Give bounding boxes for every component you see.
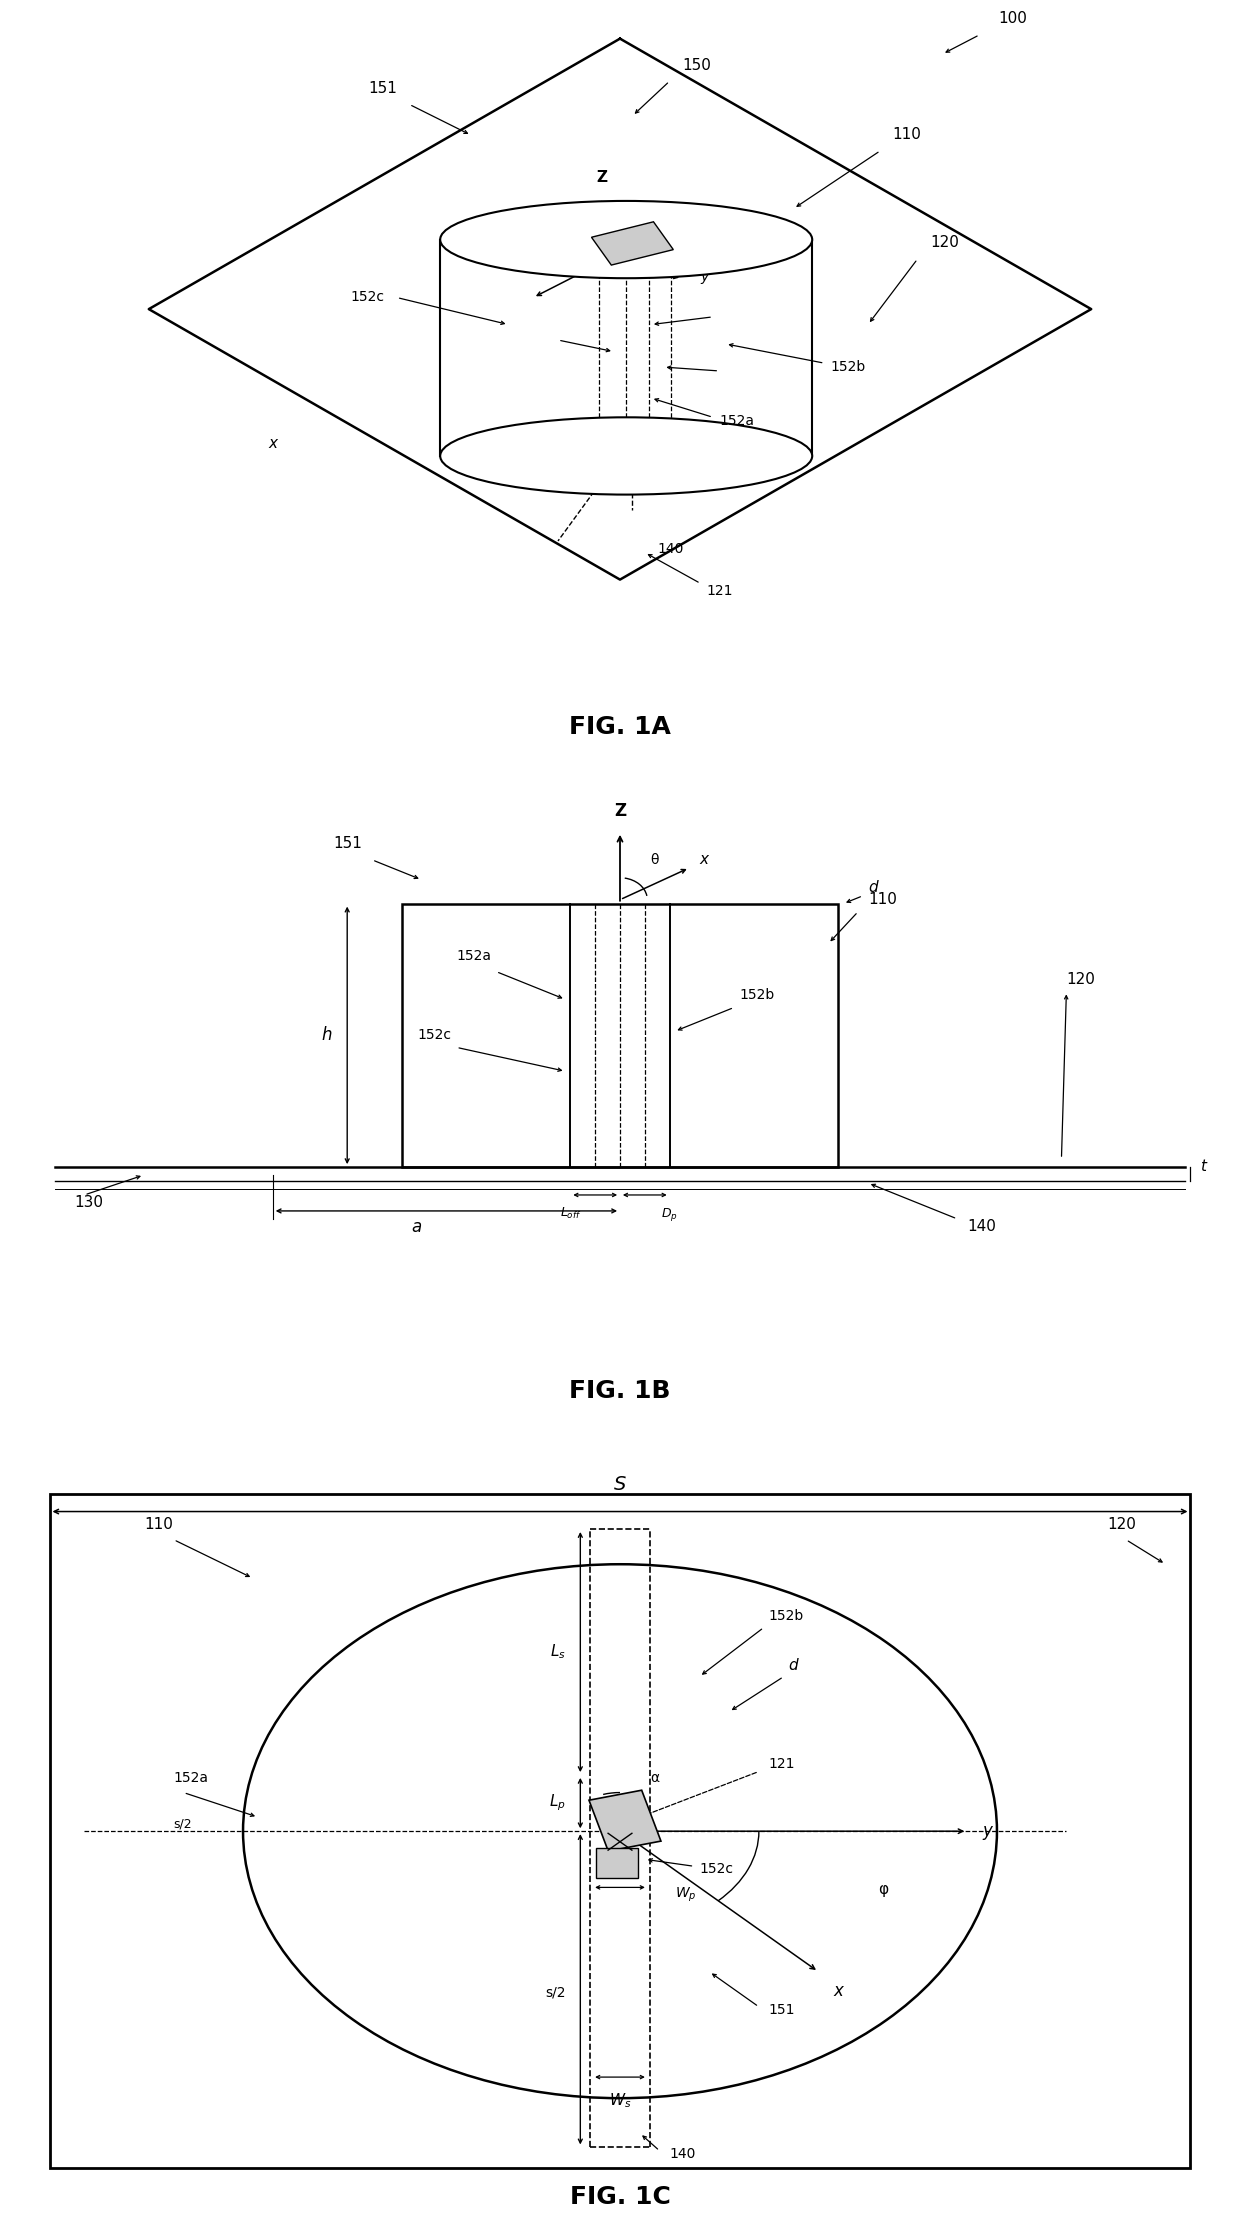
Polygon shape <box>440 240 812 457</box>
Text: 100: 100 <box>998 11 1027 27</box>
Text: $W_p$: $W_p$ <box>675 1886 696 1904</box>
Text: s/2: s/2 <box>544 1987 565 2000</box>
Text: 152a: 152a <box>174 1772 208 1785</box>
Text: 130: 130 <box>74 1194 103 1210</box>
Text: $W_s$: $W_s$ <box>609 2092 631 2110</box>
Ellipse shape <box>440 202 812 278</box>
Text: 120: 120 <box>1107 1516 1136 1532</box>
Text: d: d <box>868 880 878 894</box>
Text: t: t <box>1200 1158 1207 1174</box>
Text: $L_{off}$: $L_{off}$ <box>559 1205 582 1221</box>
Text: θ: θ <box>650 853 658 867</box>
Bar <box>596 1848 637 1877</box>
Text: 152a: 152a <box>719 414 754 428</box>
Text: 152b: 152b <box>739 988 774 1004</box>
Text: $L_s$: $L_s$ <box>549 1642 565 1662</box>
Text: 151: 151 <box>769 2003 795 2016</box>
Text: α: α <box>650 1772 658 1785</box>
Text: x: x <box>833 1982 843 2000</box>
Text: 150: 150 <box>682 58 711 72</box>
Text: a: a <box>412 1219 422 1236</box>
Text: 151: 151 <box>368 81 397 96</box>
Text: 152c: 152c <box>699 1861 733 1877</box>
Text: S: S <box>614 1476 626 1494</box>
Text: 110: 110 <box>868 892 897 907</box>
Text: y: y <box>982 1821 992 1841</box>
Text: $L_p$: $L_p$ <box>548 1792 565 1814</box>
Text: 152b: 152b <box>831 361 866 374</box>
Ellipse shape <box>440 417 812 495</box>
Text: 110: 110 <box>893 128 921 141</box>
Text: y: y <box>701 269 709 284</box>
Text: 121: 121 <box>707 585 733 598</box>
Polygon shape <box>591 222 673 264</box>
Bar <box>402 903 838 1167</box>
Text: φ: φ <box>878 1882 888 1897</box>
Text: 120: 120 <box>1066 972 1095 986</box>
Text: h: h <box>322 1026 332 1044</box>
Text: 152c: 152c <box>351 291 384 305</box>
Text: 120: 120 <box>930 235 959 251</box>
Text: FIG. 1C: FIG. 1C <box>569 2184 671 2209</box>
Text: Z: Z <box>596 170 606 186</box>
Bar <box>50 1494 1190 2168</box>
Text: d: d <box>789 1658 799 1673</box>
Text: s/2: s/2 <box>174 1817 192 1830</box>
Text: FIG. 1A: FIG. 1A <box>569 715 671 739</box>
Text: 140: 140 <box>670 2146 696 2162</box>
Text: 121: 121 <box>769 1756 795 1772</box>
Text: $D_p$: $D_p$ <box>661 1205 678 1223</box>
Text: 140: 140 <box>967 1219 996 1234</box>
Text: 152c: 152c <box>418 1028 451 1042</box>
Text: 152b: 152b <box>769 1608 804 1624</box>
Text: x: x <box>268 437 278 450</box>
Text: FIG. 1B: FIG. 1B <box>569 1380 671 1404</box>
Text: 151: 151 <box>334 836 362 851</box>
Text: 152a: 152a <box>456 948 491 963</box>
Text: 140: 140 <box>657 542 683 556</box>
Bar <box>589 1790 661 1850</box>
Text: 110: 110 <box>144 1516 172 1532</box>
Text: x: x <box>699 851 708 867</box>
Text: Z: Z <box>614 802 626 820</box>
